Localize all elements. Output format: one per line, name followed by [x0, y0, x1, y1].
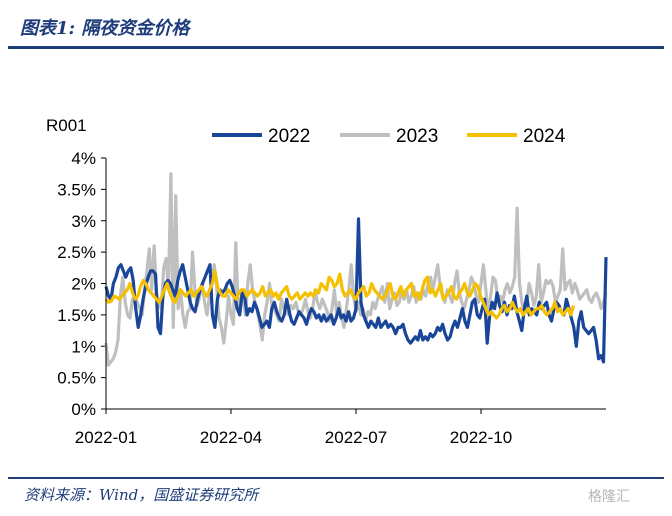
- x-tick-label: 2022-10: [450, 428, 512, 447]
- series-line-2022: [104, 217, 608, 364]
- watermark-logo: 格隆汇: [588, 489, 630, 505]
- y-tick-label: 4%: [71, 149, 96, 168]
- y-tick-label: 0.5%: [57, 369, 96, 388]
- y-axis-ticks: 0% 0.5% 1% 1.5% 2% 2.5% 3% 3.5% 4%: [57, 149, 106, 419]
- y-tick-label: 0%: [71, 400, 96, 419]
- y-tick-label: 3%: [71, 212, 96, 231]
- legend-label-2024: 2024: [523, 126, 566, 147]
- y-tick-label: 1%: [71, 337, 96, 356]
- chart-title: 图表1: 隔夜资金价格: [20, 18, 190, 39]
- x-tick-label: 2022-04: [200, 428, 262, 447]
- legend-label-2022: 2022: [268, 126, 310, 147]
- y-tick-label: 2.5%: [57, 243, 96, 262]
- series-line-2024: [104, 269, 576, 320]
- source-note: 资料来源：Wind，国盛证券研究所: [24, 486, 259, 504]
- y-tick-label: 3.5%: [57, 180, 96, 199]
- footer-divider: [8, 477, 664, 479]
- y-tick-label: 1.5%: [57, 306, 96, 325]
- y-tick-label: 2%: [71, 275, 96, 294]
- y-axis-label: R001: [46, 116, 87, 135]
- legend: 2022 2023 2024: [212, 126, 566, 147]
- x-axis-ticks: 2022-01 2022-04 2022-07 2022-10: [75, 409, 512, 447]
- x-tick-label: 2022-01: [75, 428, 137, 447]
- x-tick-label: 2022-07: [325, 428, 387, 447]
- series-lines: [104, 172, 608, 367]
- title-divider: [8, 46, 664, 49]
- legend-label-2023: 2023: [396, 126, 438, 147]
